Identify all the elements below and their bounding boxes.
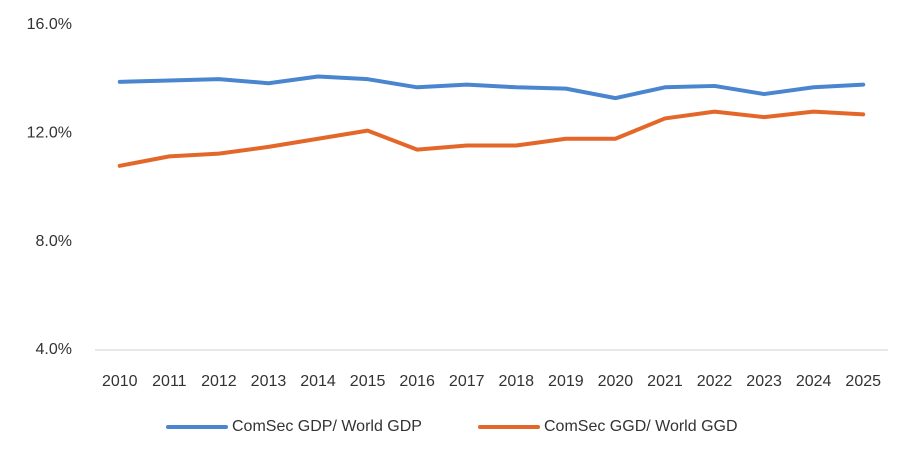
- legend-label: ComSec GGD/ World GGD: [544, 418, 738, 435]
- y-tick-label: 4.0%: [36, 341, 72, 358]
- x-tick-label: 2020: [598, 373, 634, 390]
- x-tick-label: 2011: [152, 373, 187, 390]
- x-tick-label: 2010: [102, 373, 138, 390]
- series-line: [117, 74, 866, 101]
- x-tick-label: 2019: [548, 373, 584, 390]
- x-tick-label: 2017: [449, 373, 485, 390]
- x-tick-label: 2013: [251, 373, 287, 390]
- x-tick-label: 2022: [697, 373, 733, 390]
- x-tick-label: 2015: [350, 373, 386, 390]
- y-tick-label: 16.0%: [27, 16, 72, 33]
- x-tick-label: 2016: [399, 373, 435, 390]
- x-tick-label: 2025: [845, 373, 881, 390]
- x-tick-label: 2021: [647, 373, 683, 390]
- x-tick-label: 2023: [746, 373, 782, 390]
- series-line: [117, 109, 866, 168]
- legend-label: ComSec GDP/ World GDP: [232, 418, 422, 435]
- x-tick-label: 2024: [796, 373, 832, 390]
- y-tick-label: 8.0%: [36, 233, 72, 250]
- x-tick-label: 2012: [201, 373, 237, 390]
- x-tick-label: 2014: [300, 373, 336, 390]
- y-tick-label: 12.0%: [27, 125, 72, 142]
- x-tick-label: 2018: [498, 373, 534, 390]
